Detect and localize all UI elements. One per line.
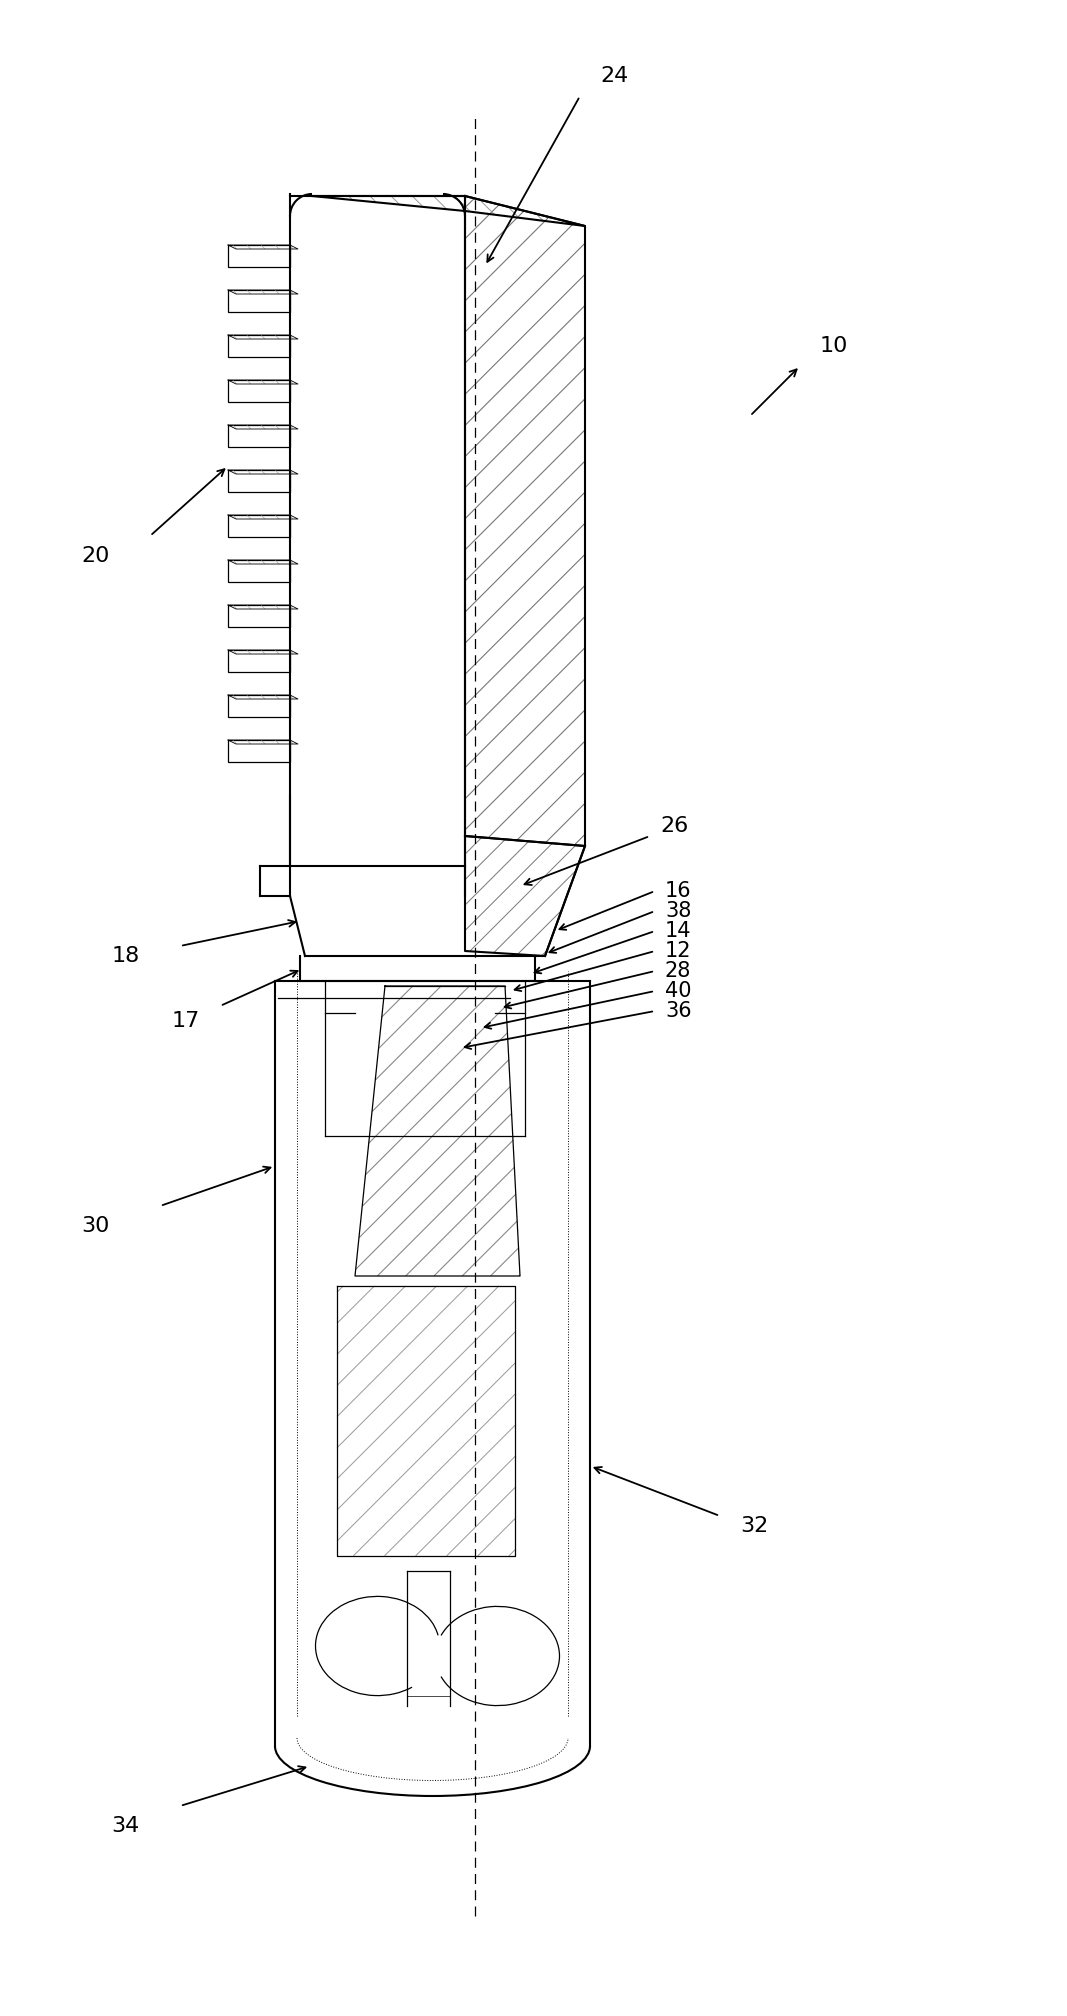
Text: 20: 20 xyxy=(81,546,110,566)
Text: 10: 10 xyxy=(821,337,848,357)
Bar xyxy=(228,740,290,762)
Text: 18: 18 xyxy=(112,946,140,966)
Bar xyxy=(228,246,290,266)
Text: 12: 12 xyxy=(665,941,691,962)
Text: 30: 30 xyxy=(81,1216,110,1236)
Text: 28: 28 xyxy=(665,962,691,982)
Bar xyxy=(228,605,290,627)
Bar xyxy=(228,290,290,312)
Text: 17: 17 xyxy=(172,1010,200,1030)
Text: 34: 34 xyxy=(112,1816,140,1837)
Text: 26: 26 xyxy=(660,816,688,837)
Text: 16: 16 xyxy=(665,881,691,901)
Text: 32: 32 xyxy=(740,1516,768,1536)
Bar xyxy=(228,649,290,671)
Text: 36: 36 xyxy=(665,1002,691,1020)
Text: 24: 24 xyxy=(600,67,628,87)
Bar xyxy=(228,560,290,583)
Bar xyxy=(228,335,290,357)
Text: 40: 40 xyxy=(665,982,691,1002)
Bar xyxy=(228,425,290,448)
Text: 38: 38 xyxy=(665,901,691,921)
Bar xyxy=(228,696,290,718)
Bar xyxy=(228,514,290,536)
Bar xyxy=(228,470,290,492)
Bar xyxy=(228,379,290,401)
Text: 14: 14 xyxy=(665,921,691,941)
